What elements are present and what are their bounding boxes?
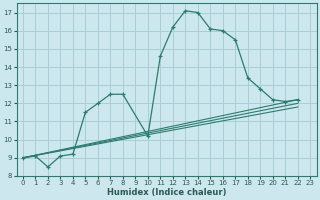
X-axis label: Humidex (Indice chaleur): Humidex (Indice chaleur) <box>107 188 226 197</box>
